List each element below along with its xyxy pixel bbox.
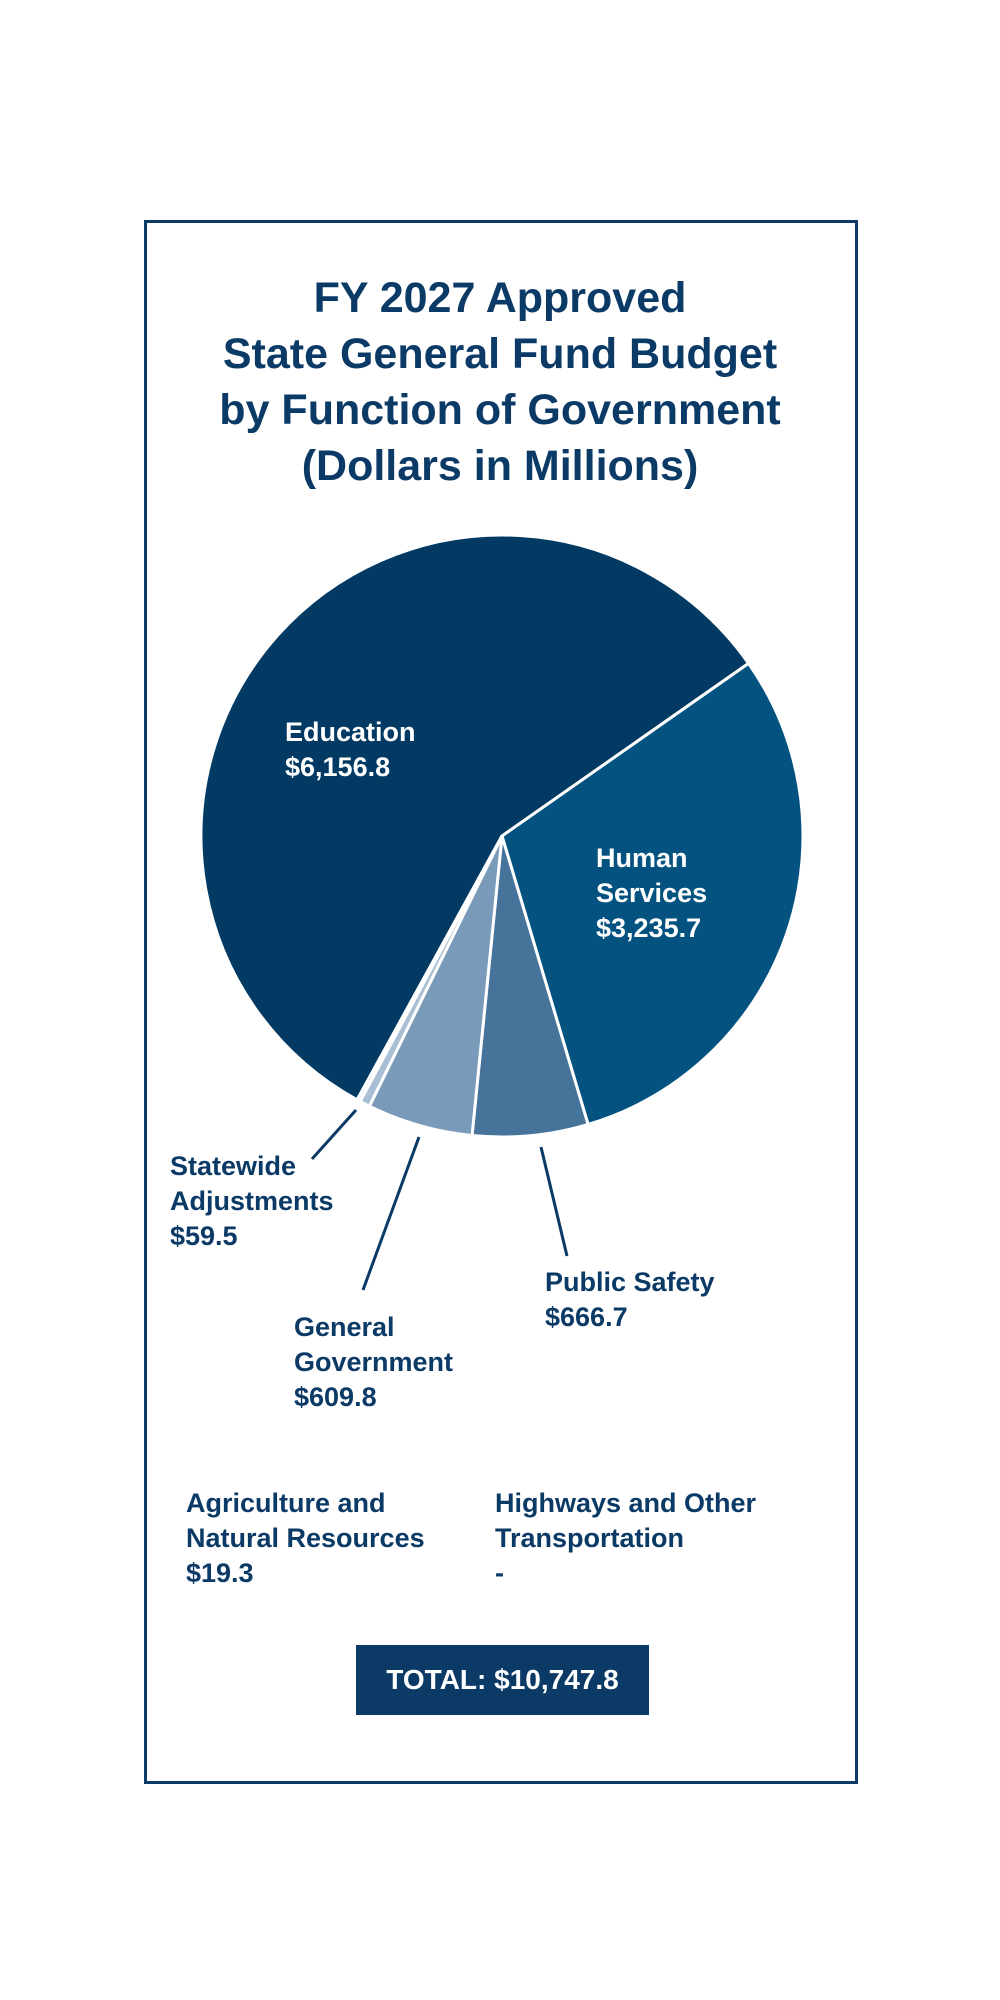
category-label: Human Services	[596, 843, 708, 908]
pie-slice	[500, 661, 805, 1127]
value-label: -	[495, 1558, 504, 1588]
category-label: Public Safety	[545, 1267, 715, 1297]
slice-label: Public Safety $666.7	[545, 1265, 845, 1335]
pie-slice	[199, 533, 751, 1102]
slice-label: Education $6,156.8	[285, 715, 545, 785]
value-label: $609.8	[294, 1382, 377, 1412]
leader-line	[310, 1108, 358, 1161]
category-label: Statewide Adjustments	[170, 1151, 334, 1216]
value-label: $666.7	[545, 1302, 628, 1332]
category-label: Agriculture and Natural Resources	[186, 1488, 425, 1553]
leader-line	[361, 1136, 421, 1291]
value-label: $59.5	[170, 1221, 238, 1251]
value-label: $3,235.7	[596, 913, 702, 943]
slice-label: Human Services $3,235.7	[596, 841, 746, 946]
total-box: TOTAL: $10,747.8	[356, 1645, 649, 1715]
leader-line	[539, 1146, 569, 1257]
value-label: $6,156.8	[285, 752, 391, 782]
pie-slice	[355, 835, 504, 1104]
title-line: State General Fund Budget	[222, 330, 778, 378]
title-line: by Function of Government	[219, 386, 781, 434]
category-label: Highways and Other Transportation	[495, 1488, 757, 1553]
title-line: (Dollars in Millions)	[301, 442, 699, 490]
pie-slice	[470, 835, 590, 1139]
value-label: $19.3	[186, 1558, 254, 1588]
slice-label: Highways and Other Transportation -	[495, 1486, 795, 1591]
title-line: FY 2027 Approved	[313, 274, 687, 322]
chart-title: FY 2027 Approved State General Fund Budge…	[0, 270, 1000, 494]
slice-label: Agriculture and Natural Resources $19.3	[186, 1486, 476, 1591]
frame	[144, 220, 858, 1784]
slice-label: Statewide Adjustments $59.5	[170, 1149, 430, 1254]
category-label: General Government	[294, 1312, 454, 1377]
category-label: Education	[285, 717, 416, 747]
slice-label: General Government $609.8	[294, 1310, 554, 1415]
